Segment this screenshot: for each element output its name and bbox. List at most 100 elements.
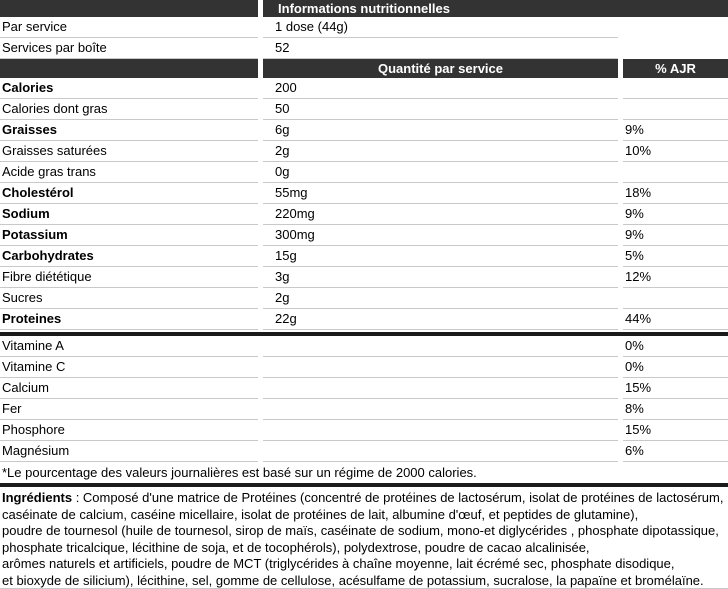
serving-label: Services par boîte — [0, 38, 258, 59]
micronutrient-dv: 0% — [623, 336, 728, 357]
nutrient-amount: 200 — [263, 78, 618, 99]
nutrient-amount: 15g — [263, 246, 618, 267]
serving-value: 1 dose (44g) — [263, 17, 618, 38]
empty-cell — [263, 336, 618, 357]
table-row: Phosphore 15% — [0, 420, 728, 441]
nutrient-amount: 220mg — [263, 204, 618, 225]
nutrient-amount: 0g — [263, 162, 618, 183]
table-row: Calories 200 — [0, 78, 728, 99]
ingredients-line: poudre de tournesol (huile de tournesol,… — [2, 523, 719, 538]
footnote-row: *Le pourcentage des valeurs journalières… — [0, 462, 728, 483]
table-row: Calcium 15% — [0, 378, 728, 399]
nutrient-amount: 50 — [263, 99, 618, 120]
ingredients-line: arômes naturels et artificiels, poudre d… — [2, 556, 675, 571]
nutrient-label: Calories — [0, 78, 258, 99]
ingredients-line: et bioxyde de silicium), lécithine, sel,… — [2, 572, 704, 588]
nutrient-label: Proteines — [0, 309, 258, 330]
empty-cell — [263, 357, 618, 378]
micronutrient-dv: 6% — [623, 441, 728, 462]
micronutrient-label: Vitamine A — [0, 336, 258, 357]
micronutrient-label: Fer — [0, 399, 258, 420]
micronutrient-label: Magnésium — [0, 441, 258, 462]
nutrient-amount: 3g — [263, 267, 618, 288]
empty-cell — [623, 38, 728, 59]
nutrient-label: Carbohydrates — [0, 246, 258, 267]
table-row: Sucres 2g — [0, 288, 728, 309]
ingredients-section: Ingrédients : Composé d'une matrice de P… — [0, 490, 728, 589]
nutrient-dv: 9% — [623, 225, 728, 246]
title-bar: Informations nutritionnelles — [0, 0, 728, 17]
title-bar-right-segment — [263, 0, 728, 17]
footnote-text: *Le pourcentage des valeurs journalières… — [2, 465, 477, 480]
micronutrient-label: Vitamine C — [0, 357, 258, 378]
micronutrient-dv: 0% — [623, 357, 728, 378]
empty-cell — [263, 441, 618, 462]
table-row: Potassium 300mg 9% — [0, 225, 728, 246]
header-dv: % AJR — [623, 59, 728, 78]
empty-cell — [623, 462, 728, 483]
nutrient-dv: 44% — [623, 309, 728, 330]
nutrient-dv: 9% — [623, 120, 728, 141]
nutrient-amount: 55mg — [263, 183, 618, 204]
table-row: Cholestérol 55mg 18% — [0, 183, 728, 204]
serving-label: Par service — [0, 17, 258, 38]
nutrient-dv: 9% — [623, 204, 728, 225]
table-row: Acide gras trans 0g — [0, 162, 728, 183]
table-row: Graisses 6g 9% — [0, 120, 728, 141]
nutrient-dv — [623, 78, 728, 99]
micronutrient-label: Phosphore — [0, 420, 258, 441]
micronutrient-dv: 15% — [623, 420, 728, 441]
serving-row: Par service 1 dose (44g) — [0, 17, 728, 38]
table-row: Proteines 22g 44% — [0, 309, 728, 330]
nutrient-amount: 6g — [263, 120, 618, 141]
ingredients-line: phosphate tricalcique, lécithine de soja… — [2, 539, 590, 555]
title-bar-left-segment — [0, 0, 258, 17]
nutrient-label: Fibre diététique — [0, 267, 258, 288]
ingredients-divider-rule — [0, 483, 728, 487]
micronutrient-dv: 8% — [623, 399, 728, 420]
table-row: Fer 8% — [0, 399, 728, 420]
nutrient-label: Acide gras trans — [0, 162, 258, 183]
empty-cell — [263, 399, 618, 420]
micronutrient-dv: 15% — [623, 378, 728, 399]
column-header-bar: Quantité par service % AJR — [0, 59, 728, 78]
table-row: Graisses saturées 2g 10% — [0, 141, 728, 162]
nutrient-label: Potassium — [0, 225, 258, 246]
empty-cell — [263, 378, 618, 399]
nutrient-amount: 2g — [263, 288, 618, 309]
panel-title: Informations nutritionnelles — [278, 1, 450, 16]
header-empty-cell — [0, 59, 258, 78]
table-row: Vitamine A 0% — [0, 336, 728, 357]
serving-value: 52 — [263, 38, 618, 59]
micronutrient-label: Calcium — [0, 378, 258, 399]
table-row: Calories dont gras 50 — [0, 99, 728, 120]
nutrient-label: Calories dont gras — [0, 99, 258, 120]
nutrient-dv — [623, 99, 728, 120]
nutrient-amount: 2g — [263, 141, 618, 162]
nutrient-dv — [623, 288, 728, 309]
table-row: Fibre diététique 3g 12% — [0, 267, 728, 288]
ingredients-heading: Ingrédients — [2, 490, 73, 505]
ingredients-line: caséinate de calcium, caséine micellaire… — [2, 506, 639, 522]
nutrient-dv — [623, 162, 728, 183]
nutrient-label: Cholestérol — [0, 183, 258, 204]
nutrient-dv: 12% — [623, 267, 728, 288]
nutrient-dv: 18% — [623, 183, 728, 204]
empty-cell — [263, 420, 618, 441]
nutrient-label: Graisses — [0, 120, 258, 141]
nutrient-dv: 5% — [623, 246, 728, 267]
nutrient-label: Sucres — [0, 288, 258, 309]
table-row: Magnésium 6% — [0, 441, 728, 462]
table-row: Carbohydrates 15g 5% — [0, 246, 728, 267]
serving-row: Services par boîte 52 — [0, 38, 728, 59]
table-row: Sodium 220mg 9% — [0, 204, 728, 225]
nutrient-amount: 300mg — [263, 225, 618, 246]
ingredients-line: Ingrédients : Composé d'une matrice de P… — [2, 490, 728, 507]
header-amount: Quantité par service — [263, 59, 618, 78]
table-row: Vitamine C 0% — [0, 357, 728, 378]
nutrient-label: Sodium — [0, 204, 258, 225]
ingredients-line-text: : Composé d'une matrice de Protéines (co… — [72, 490, 724, 505]
nutrient-amount: 22g — [263, 309, 618, 330]
section-divider-rule — [0, 330, 728, 336]
